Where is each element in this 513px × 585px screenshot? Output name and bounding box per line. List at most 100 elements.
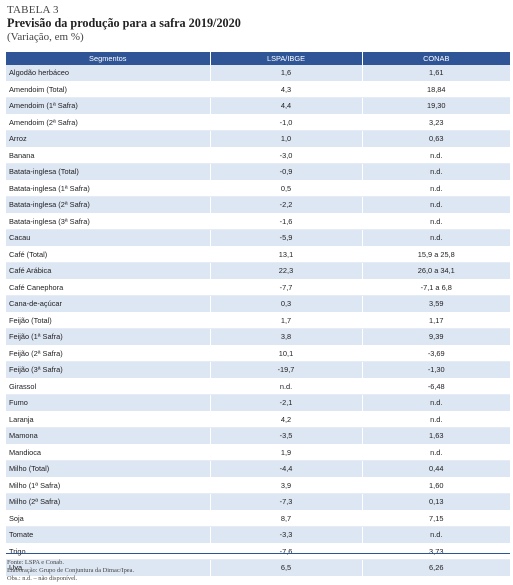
- cell-segment: Feijão (2ª Safra): [6, 345, 211, 362]
- table-row: Arroz 1,0 0,63: [6, 130, 510, 148]
- cell-conab: 6,26: [362, 559, 510, 577]
- table-row: Feijão (1ª Safra) 3,8 9,39: [6, 328, 510, 346]
- table-row: Laranja 4,2 n.d.: [6, 411, 510, 428]
- cell-conab: -6,48: [362, 378, 510, 395]
- cell-lspa: -1,0: [210, 114, 363, 131]
- table-row: Feijão (2ª Safra) 10,1 -3,69: [6, 345, 510, 362]
- cell-conab: 1,60: [362, 477, 510, 494]
- table-row: Girassol n.d. -6,48: [6, 378, 510, 395]
- cell-conab: n.d.: [362, 411, 510, 428]
- footer-note: Obs.: n.d. – não disponível.: [7, 575, 78, 583]
- cell-lspa: 1,0: [210, 130, 363, 148]
- table-row: Soja 8,7 7,15: [6, 510, 510, 527]
- cell-conab: 0,13: [362, 493, 510, 511]
- cell-conab: n.d.: [362, 394, 510, 412]
- table-row: Batata-inglesa (3ª Safra) -1,6 n.d.: [6, 213, 510, 230]
- header-row: Segmentos LSPA/IBGE CONAB: [6, 52, 510, 65]
- table-row: Fumo -2,1 n.d.: [6, 394, 510, 412]
- cell-lspa: 1,9: [210, 444, 363, 461]
- cell-segment: Laranja: [6, 411, 211, 428]
- cell-conab: 1,63: [362, 427, 510, 445]
- cell-lspa: 0,5: [210, 180, 363, 197]
- cell-lspa: -3,0: [210, 147, 363, 164]
- table-row: Milho (Total) -4,4 0,44: [6, 460, 510, 478]
- cell-conab: n.d.: [362, 163, 510, 181]
- cell-segment: Cana-de-açúcar: [6, 295, 211, 313]
- cell-conab: n.d.: [362, 147, 510, 164]
- cell-conab: n.d.: [362, 229, 510, 247]
- cell-conab: n.d.: [362, 196, 510, 214]
- column-header-lspa: LSPA/IBGE: [210, 52, 363, 65]
- cell-conab: 0,63: [362, 130, 510, 148]
- production-table: Segmentos LSPA/IBGE CONAB Algodão herbác…: [6, 52, 510, 577]
- cell-conab: 0,44: [362, 460, 510, 478]
- cell-segment: Café Arábica: [6, 262, 211, 280]
- cell-segment: Cacau: [6, 229, 211, 247]
- cell-lspa: 3,9: [210, 477, 363, 494]
- cell-lspa: -2,2: [210, 196, 363, 214]
- table-row: Café Canephora -7,7 -7,1 a 6,8: [6, 279, 510, 296]
- table-row: Trigo -7,6 3,73: [6, 543, 510, 560]
- cell-lspa: 22,3: [210, 262, 363, 280]
- footer-source: Fonte: LSPA e Conab.: [7, 559, 64, 566]
- table-footer: Fonte: LSPA e Conab. Elaboração: Grupo d…: [7, 559, 134, 584]
- cell-lspa: 13,1: [210, 246, 363, 263]
- cell-lspa: 10,1: [210, 345, 363, 362]
- cell-lspa: -2,1: [210, 394, 363, 412]
- table-row: Feijão (Total) 1,7 1,17: [6, 312, 510, 329]
- cell-segment: Girassol: [6, 378, 211, 395]
- cell-segment: Mamona: [6, 427, 211, 445]
- table-subtitle: (Variação, em %): [7, 31, 84, 43]
- cell-segment: Batata-inglesa (1ª Safra): [6, 180, 211, 197]
- cell-conab: n.d.: [362, 526, 510, 544]
- table-label: TABELA 3: [7, 4, 59, 16]
- table-row: Mamona -3,5 1,63: [6, 427, 510, 445]
- cell-conab: 19,30: [362, 97, 510, 115]
- table-row: Café Arábica 22,3 26,0 a 34,1: [6, 262, 510, 280]
- cell-segment: Feijão (3ª Safra): [6, 361, 211, 379]
- column-header-segmentos: Segmentos: [6, 52, 211, 65]
- cell-segment: Mandioca: [6, 444, 211, 461]
- cell-lspa: 3,8: [210, 328, 363, 346]
- table-row: Feijão (3ª Safra) -19,7 -1,30: [6, 361, 510, 379]
- cell-conab: n.d.: [362, 444, 510, 461]
- cell-lspa: 0,3: [210, 295, 363, 313]
- table-row: Batata-inglesa (1ª Safra) 0,5 n.d.: [6, 180, 510, 197]
- cell-conab: 18,84: [362, 81, 510, 98]
- cell-conab: 3,59: [362, 295, 510, 313]
- cell-conab: 1,61: [362, 65, 510, 82]
- cell-conab: 3,23: [362, 114, 510, 131]
- cell-lspa: -1,6: [210, 213, 363, 230]
- cell-segment: Milho (1ª Safra): [6, 477, 211, 494]
- cell-lspa: -3,3: [210, 526, 363, 544]
- cell-lspa: 4,2: [210, 411, 363, 428]
- cell-segment: Tomate: [6, 526, 211, 544]
- cell-segment: Arroz: [6, 130, 211, 148]
- cell-conab: -7,1 a 6,8: [362, 279, 510, 296]
- cell-segment: Batata-inglesa (2ª Safra): [6, 196, 211, 214]
- cell-lspa: 6,5: [210, 559, 363, 577]
- table-row: Café (Total) 13,1 15,9 a 25,8: [6, 246, 510, 263]
- table-row: Uva 6,5 6,26: [6, 559, 510, 577]
- cell-segment: Fumo: [6, 394, 211, 412]
- cell-segment: Amendoim (Total): [6, 81, 211, 98]
- cell-segment: Milho (Total): [6, 460, 211, 478]
- cell-segment: Algodão herbáceo: [6, 65, 211, 82]
- cell-segment: Banana: [6, 147, 211, 164]
- cell-conab: n.d.: [362, 213, 510, 230]
- footer-divider: [6, 553, 510, 554]
- cell-segment: Batata-inglesa (Total): [6, 163, 211, 181]
- footer-elaboration: Elaboração: Grupo de Conjuntura da Dimac…: [7, 567, 135, 575]
- cell-lspa: -7,6: [210, 543, 363, 560]
- cell-segment: Milho (2ª Safra): [6, 493, 211, 511]
- cell-lspa: -19,7: [210, 361, 363, 379]
- table-row: Amendoim (2ª Safra) -1,0 3,23: [6, 114, 510, 131]
- cell-lspa: n.d.: [210, 378, 363, 395]
- cell-segment: Batata-inglesa (3ª Safra): [6, 213, 211, 230]
- cell-lspa: -0,9: [210, 163, 363, 181]
- table-body: Algodão herbáceo 1,6 1,61 Amendoim (Total) 4…: [6, 65, 510, 577]
- cell-segment: Trigo: [6, 543, 211, 560]
- cell-conab: 1,17: [362, 312, 510, 329]
- table-header: TABELA 3 Previsão da produção para a saf…: [7, 4, 507, 44]
- cell-lspa: 1,7: [210, 312, 363, 329]
